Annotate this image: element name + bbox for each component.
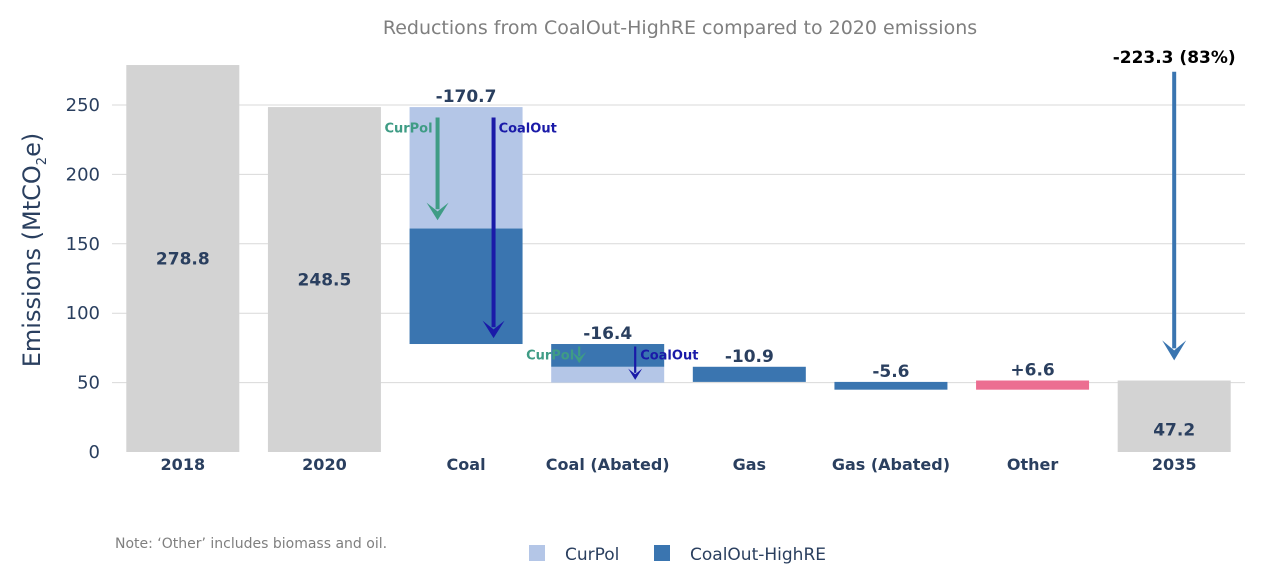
arrow-label-coal-curpol: CurPol [384, 121, 432, 136]
bar-label-gas: -10.9 [725, 347, 774, 367]
bar-label-2035: 47.2 [1153, 421, 1195, 441]
bar-gas-coalout-highre [692, 366, 806, 382]
x-tick-other: Other [1007, 455, 1058, 474]
y-tick-50: 50 [77, 373, 100, 394]
chart-note: Note: ‘Other’ includes biomass and oil. [115, 536, 387, 552]
bar-coal-curpol [409, 107, 523, 229]
x-tick-coal: Coal [447, 455, 486, 474]
arrow-label-coal-abated-curpol: CurPol [526, 349, 574, 364]
bar-other-increase [976, 380, 1090, 390]
x-axis: 2018 2020 Coal Coal (Abated) Gas Gas (Abated)… [161, 455, 1197, 474]
chart-title: Reductions from CoalOut-HighRE compared … [383, 17, 977, 39]
bars [126, 65, 1231, 452]
arrowhead-coal-abated-curpol [572, 351, 587, 364]
arrows: CurPol CoalOut CurPol CoalOut [384, 71, 1187, 380]
y-tick-100: 100 [66, 303, 100, 324]
bar-label-gas-abated: -5.6 [872, 362, 909, 382]
x-tick-coal-abated: Coal (Abated) [546, 455, 670, 474]
total-change-label: -223.3 (83%) [1113, 48, 1236, 68]
bar-coal-abated-curpol [551, 366, 665, 383]
bar-label-coal: -170.7 [436, 87, 497, 107]
legend: CurPol CoalOut-HighRE [529, 545, 826, 565]
bar-2035 [1117, 380, 1231, 452]
y-axis-label-main: Emissions (MtCO [18, 165, 46, 367]
bar-2018 [126, 65, 240, 452]
bar-labels: 278.8 248.5 -170.7 -16.4 -10.9 -5.6 +6.6 47.2 -2… [156, 48, 1236, 441]
x-tick-gas: Gas [733, 455, 766, 474]
y-axis: 0 50 100 150 200 250 [66, 95, 100, 463]
arrowhead-total-change [1162, 340, 1187, 361]
bar-coal-coalout-highre [409, 228, 523, 345]
bar-label-2020: 248.5 [298, 271, 352, 291]
arrowhead-coal-curpol [426, 202, 449, 221]
bar-gas-abated-coalout-highre [834, 381, 948, 390]
x-tick-2020: 2020 [302, 455, 347, 474]
y-axis-label-subscript: 2 [35, 157, 50, 165]
bar-label-2018: 278.8 [156, 250, 210, 270]
bar-label-coal-abated: -16.4 [583, 324, 632, 344]
arrow-label-coal-coalout: CoalOut [499, 121, 557, 136]
y-axis-label-end: e) [18, 133, 46, 157]
y-axis-label: Emissions (MtCO2e) [18, 133, 50, 367]
legend-label-curpol[interactable]: CurPol [565, 545, 619, 565]
arrowhead-coal-coalout [482, 320, 505, 339]
arrow-label-coal-abated-coalout: CoalOut [640, 349, 698, 364]
legend-swatch-coalout[interactable] [654, 545, 670, 561]
bar-label-other: +6.6 [1010, 361, 1054, 381]
y-tick-150: 150 [66, 234, 100, 255]
arrowhead-coal-abated-coalout [628, 368, 643, 380]
x-tick-2018: 2018 [161, 455, 206, 474]
y-tick-200: 200 [66, 164, 100, 185]
x-tick-2035: 2035 [1152, 455, 1197, 474]
legend-label-coalout[interactable]: CoalOut-HighRE [690, 545, 826, 565]
x-tick-gas-abated: Gas (Abated) [832, 455, 950, 474]
y-tick-0: 0 [89, 442, 100, 463]
bar-2020 [267, 107, 381, 452]
legend-swatch-curpol[interactable] [529, 545, 545, 561]
y-tick-250: 250 [66, 95, 100, 116]
